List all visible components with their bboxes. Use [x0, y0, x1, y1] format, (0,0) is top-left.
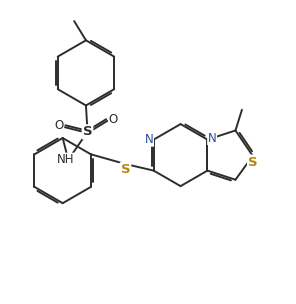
Text: NH: NH — [57, 153, 75, 166]
Text: O: O — [108, 113, 118, 126]
Text: S: S — [83, 125, 92, 138]
Text: S: S — [120, 163, 130, 176]
Text: O: O — [54, 119, 64, 132]
Text: N: N — [208, 132, 216, 144]
Text: S: S — [248, 156, 258, 169]
Text: N: N — [145, 133, 153, 146]
